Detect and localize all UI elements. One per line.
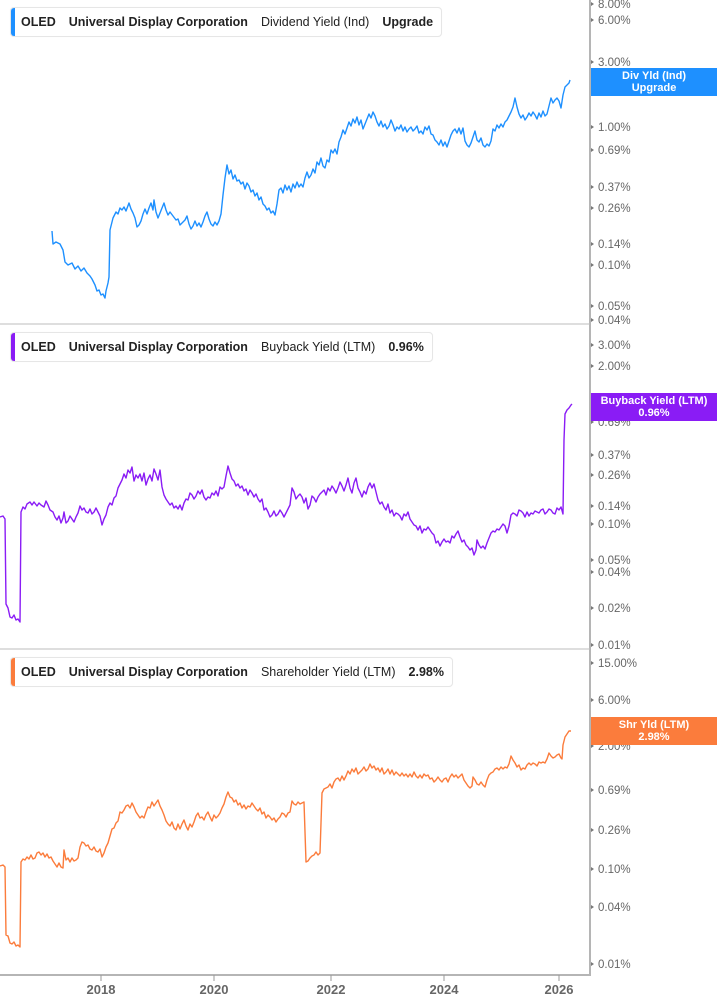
y-tick-label: 0.01% xyxy=(598,640,631,652)
y-tick-label: 0.04% xyxy=(598,902,631,914)
y-tick-label: 0.01% xyxy=(598,959,631,971)
shareholder-yield-line xyxy=(0,730,571,948)
x-tick-label: 2026 xyxy=(545,982,574,997)
y-tick-label: 0.10% xyxy=(598,864,631,876)
legend-shareholder-yield[interactable]: OLED Universal Display Corporation Share… xyxy=(10,657,453,687)
y-tick-label: 0.26% xyxy=(598,825,631,837)
last-value-tag-buyback: Buyback Yield (LTM) 0.96% xyxy=(591,393,717,421)
legend-ticker: OLED xyxy=(21,665,56,679)
legend-ticker: OLED xyxy=(21,340,56,354)
y-tick-label: 0.04% xyxy=(598,567,631,579)
legend-ticker: OLED xyxy=(21,15,56,29)
y-tick-label: 0.04% xyxy=(598,315,631,327)
last-value-tag-shareholder: Shr Yld (LTM) 2.98% xyxy=(591,717,717,745)
legend-buyback-yield[interactable]: OLED Universal Display Corporation Buyba… xyxy=(10,332,433,362)
y-tick-label: 0.02% xyxy=(598,603,631,615)
y-tick-label: 0.37% xyxy=(598,182,631,194)
y-tick-label: 0.14% xyxy=(598,239,631,251)
y-tick-label: 0.10% xyxy=(598,260,631,272)
legend-company: Universal Display Corporation xyxy=(68,665,248,679)
tag-label: Div Yld (Ind) xyxy=(622,70,686,82)
y-tick-label: 0.05% xyxy=(598,301,631,313)
legend-value-upgrade[interactable]: Upgrade xyxy=(382,15,434,29)
y-tick-label: 0.14% xyxy=(598,501,631,513)
x-tick-label: 2022 xyxy=(317,982,346,997)
y-tick-label: 0.69% xyxy=(598,785,631,797)
x-axis-ticks xyxy=(100,975,560,981)
series-color-indicator xyxy=(11,333,15,361)
y-axis-ticks-panel-1 xyxy=(591,2,594,322)
y-tick-label: 0.26% xyxy=(598,203,631,215)
series-color-indicator xyxy=(11,8,15,36)
y-tick-label: 2.00% xyxy=(598,361,631,373)
series-color-indicator xyxy=(11,658,15,686)
legend-value: 2.98% xyxy=(408,665,444,679)
y-tick-label: 0.69% xyxy=(598,145,631,157)
y-tick-label: 3.00% xyxy=(598,340,631,352)
y-tick-label: 15.00% xyxy=(598,658,637,670)
legend-metric: Buyback Yield (LTM) xyxy=(260,340,376,354)
y-tick-label: 0.10% xyxy=(598,519,631,531)
y-tick-label: 6.00% xyxy=(598,15,631,27)
y-tick-label: 6.00% xyxy=(598,695,631,707)
legend-company: Universal Display Corporation xyxy=(68,340,248,354)
legend-company: Universal Display Corporation xyxy=(68,15,248,29)
legend-metric: Dividend Yield (Ind) xyxy=(260,15,370,29)
y-axis-ticks-panel-3 xyxy=(591,661,594,966)
tag-label: Shr Yld (LTM) xyxy=(618,719,690,731)
dividend-yield-line xyxy=(51,79,571,299)
legend-metric: Shareholder Yield (LTM) xyxy=(260,665,396,679)
y-tick-label: 0.05% xyxy=(598,555,631,567)
y-axis-ticks-panel-2 xyxy=(591,343,594,647)
y-tick-label: 0.26% xyxy=(598,470,631,482)
last-value-tag-dividend: Div Yld (Ind) Upgrade xyxy=(591,68,717,96)
tag-value: Upgrade xyxy=(631,82,677,94)
y-tick-label: 1.00% xyxy=(598,122,631,134)
y-tick-label: 8.00% xyxy=(598,0,631,11)
legend-value: 0.96% xyxy=(388,340,424,354)
legend-dividend-yield[interactable]: OLED Universal Display Corporation Divid… xyxy=(10,7,443,37)
tag-value: 0.96% xyxy=(638,407,670,419)
x-tick-label: 2020 xyxy=(200,982,229,997)
tag-value: 2.98% xyxy=(638,731,670,743)
y-tick-label: 0.37% xyxy=(598,450,631,462)
x-tick-label: 2024 xyxy=(430,982,460,997)
y-tick-label: 3.00% xyxy=(598,57,631,69)
tag-label: Buyback Yield (LTM) xyxy=(600,395,708,407)
x-tick-label: 2018 xyxy=(87,982,116,997)
buyback-yield-line xyxy=(0,403,573,623)
